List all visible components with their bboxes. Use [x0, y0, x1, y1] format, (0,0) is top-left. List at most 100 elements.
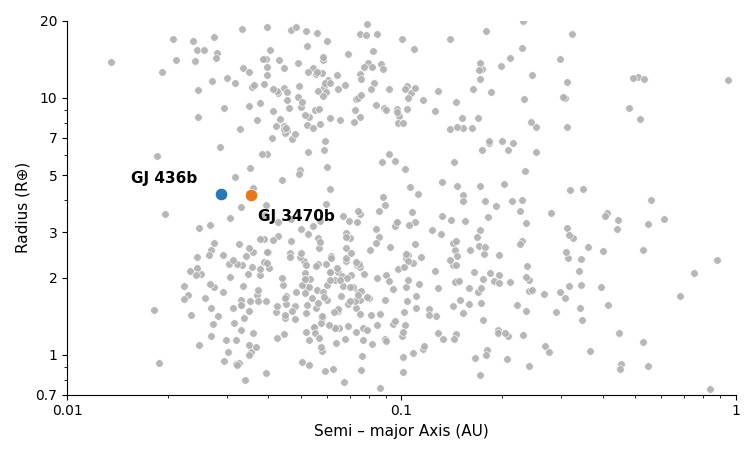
Point [341, 255, 353, 262]
Point [333, 325, 345, 332]
Point [517, 17, 529, 25]
Point [361, 293, 373, 301]
Point [248, 184, 260, 192]
Point [557, 93, 569, 100]
Point [294, 167, 306, 174]
Point [407, 259, 419, 266]
Point [346, 249, 358, 257]
Point [306, 295, 318, 302]
Point [516, 238, 528, 245]
Point [220, 336, 233, 343]
Point [354, 113, 366, 120]
Point [658, 215, 670, 222]
Point [373, 207, 385, 215]
Point [636, 246, 649, 253]
Point [261, 151, 273, 158]
Point [452, 277, 464, 285]
Point [688, 270, 700, 277]
Point [492, 329, 504, 336]
Point [504, 278, 516, 286]
Point [310, 70, 322, 78]
Point [245, 348, 257, 355]
Point [224, 274, 236, 281]
Point [300, 27, 312, 34]
Point [467, 268, 479, 275]
Point [360, 32, 372, 39]
Point [577, 185, 589, 192]
Point [314, 238, 326, 246]
Point [722, 77, 734, 84]
Point [313, 244, 325, 252]
Point [472, 114, 484, 121]
Point [260, 71, 273, 78]
Point [418, 345, 430, 353]
Point [418, 342, 430, 350]
Point [430, 312, 442, 319]
Point [390, 109, 402, 116]
Point [575, 281, 587, 289]
Point [262, 248, 274, 256]
Point [292, 94, 304, 101]
Point [272, 232, 284, 239]
Point [349, 298, 361, 305]
Point [273, 218, 285, 226]
Point [302, 69, 314, 76]
Point [554, 55, 566, 62]
Point [258, 258, 270, 266]
Point [190, 271, 202, 278]
Point [295, 104, 307, 111]
Point [300, 309, 313, 316]
Point [517, 331, 529, 338]
Point [356, 324, 368, 331]
Point [459, 217, 471, 225]
Point [299, 269, 311, 276]
Point [458, 197, 470, 204]
Point [334, 116, 346, 123]
Point [450, 237, 462, 245]
Point [303, 361, 315, 369]
Point [279, 311, 291, 319]
Point [365, 85, 377, 92]
Point [353, 296, 365, 303]
Point [228, 320, 240, 327]
Point [280, 292, 292, 299]
Point [370, 225, 382, 232]
Point [260, 369, 272, 376]
Point [351, 262, 363, 269]
Point [307, 124, 319, 131]
Point [467, 85, 479, 93]
Point [331, 264, 344, 271]
Point [339, 335, 351, 342]
Point [498, 180, 510, 187]
Point [413, 281, 425, 288]
Point [284, 249, 296, 256]
Point [329, 324, 341, 331]
Point [217, 357, 230, 365]
Point [296, 98, 308, 105]
Point [473, 182, 485, 189]
Point [479, 198, 491, 205]
Point [233, 241, 245, 248]
Point [354, 30, 366, 37]
Point [613, 329, 625, 336]
Point [502, 333, 514, 340]
Point [258, 236, 270, 243]
Point [286, 135, 298, 143]
Point [278, 331, 290, 338]
Point [312, 300, 324, 307]
Point [337, 282, 350, 290]
Point [504, 54, 516, 62]
Point [519, 95, 531, 103]
Point [567, 235, 579, 242]
Point [249, 344, 261, 351]
Point [329, 276, 341, 284]
Point [289, 23, 301, 30]
Point [235, 302, 247, 309]
Point [236, 262, 248, 269]
Point [636, 338, 649, 345]
Point [338, 378, 350, 385]
Point [397, 120, 409, 127]
Point [482, 138, 495, 145]
Point [248, 81, 260, 88]
Point [321, 282, 333, 289]
